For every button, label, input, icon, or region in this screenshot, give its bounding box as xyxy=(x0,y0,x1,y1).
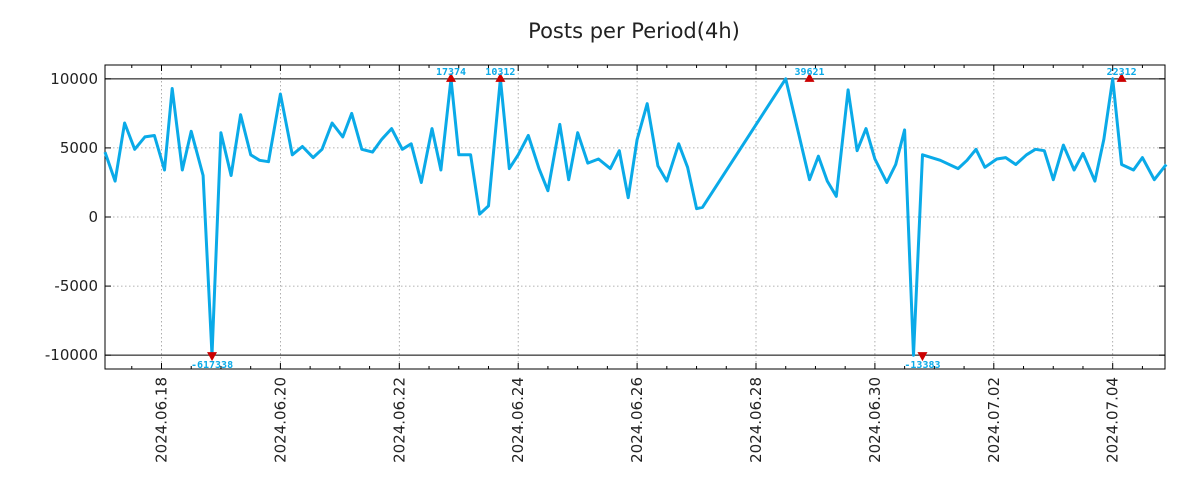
x-tick-label: 2024.07.04 xyxy=(1104,377,1122,463)
x-tick-label: 2024.06.18 xyxy=(153,377,171,463)
clip-marker xyxy=(495,72,506,82)
clip-marker xyxy=(207,352,218,362)
x-tick-label: 2024.06.22 xyxy=(390,377,408,463)
x-tick-label: 2024.06.26 xyxy=(628,377,646,463)
annotation-label: 10312 xyxy=(485,67,515,78)
series-line xyxy=(103,77,1168,357)
annotation-label: 17374 xyxy=(436,67,466,78)
y-tick-label: -5000 xyxy=(54,277,98,295)
clip-marker xyxy=(804,72,815,82)
annotation-label: -617338 xyxy=(191,360,233,371)
x-tick-label: 2024.06.28 xyxy=(747,377,765,463)
clip-marker xyxy=(1116,72,1127,82)
y-tick-label: 10000 xyxy=(50,70,98,88)
annotation-label: 39621 xyxy=(794,67,824,78)
annotation-label: 22312 xyxy=(1107,67,1137,78)
clip-marker xyxy=(917,352,928,362)
chart-title: Posts per Period(4h) xyxy=(528,19,740,43)
x-tick-label: 2024.07.02 xyxy=(985,377,1003,463)
annotation-label: -13383 xyxy=(904,360,940,371)
x-tick-label: 2024.06.24 xyxy=(509,377,527,463)
plot-area: 10000 5000 0 -5000 -10000 2024.06.18 2024.06.2… xyxy=(45,64,1168,463)
clip-marker xyxy=(446,72,457,82)
x-tick-label: 2024.06.30 xyxy=(866,377,884,463)
y-tick-label: 5000 xyxy=(60,139,98,157)
y-tick-label: 0 xyxy=(88,208,98,226)
x-tick-label: 2024.06.20 xyxy=(271,377,289,463)
y-tick-label: -10000 xyxy=(45,346,98,364)
